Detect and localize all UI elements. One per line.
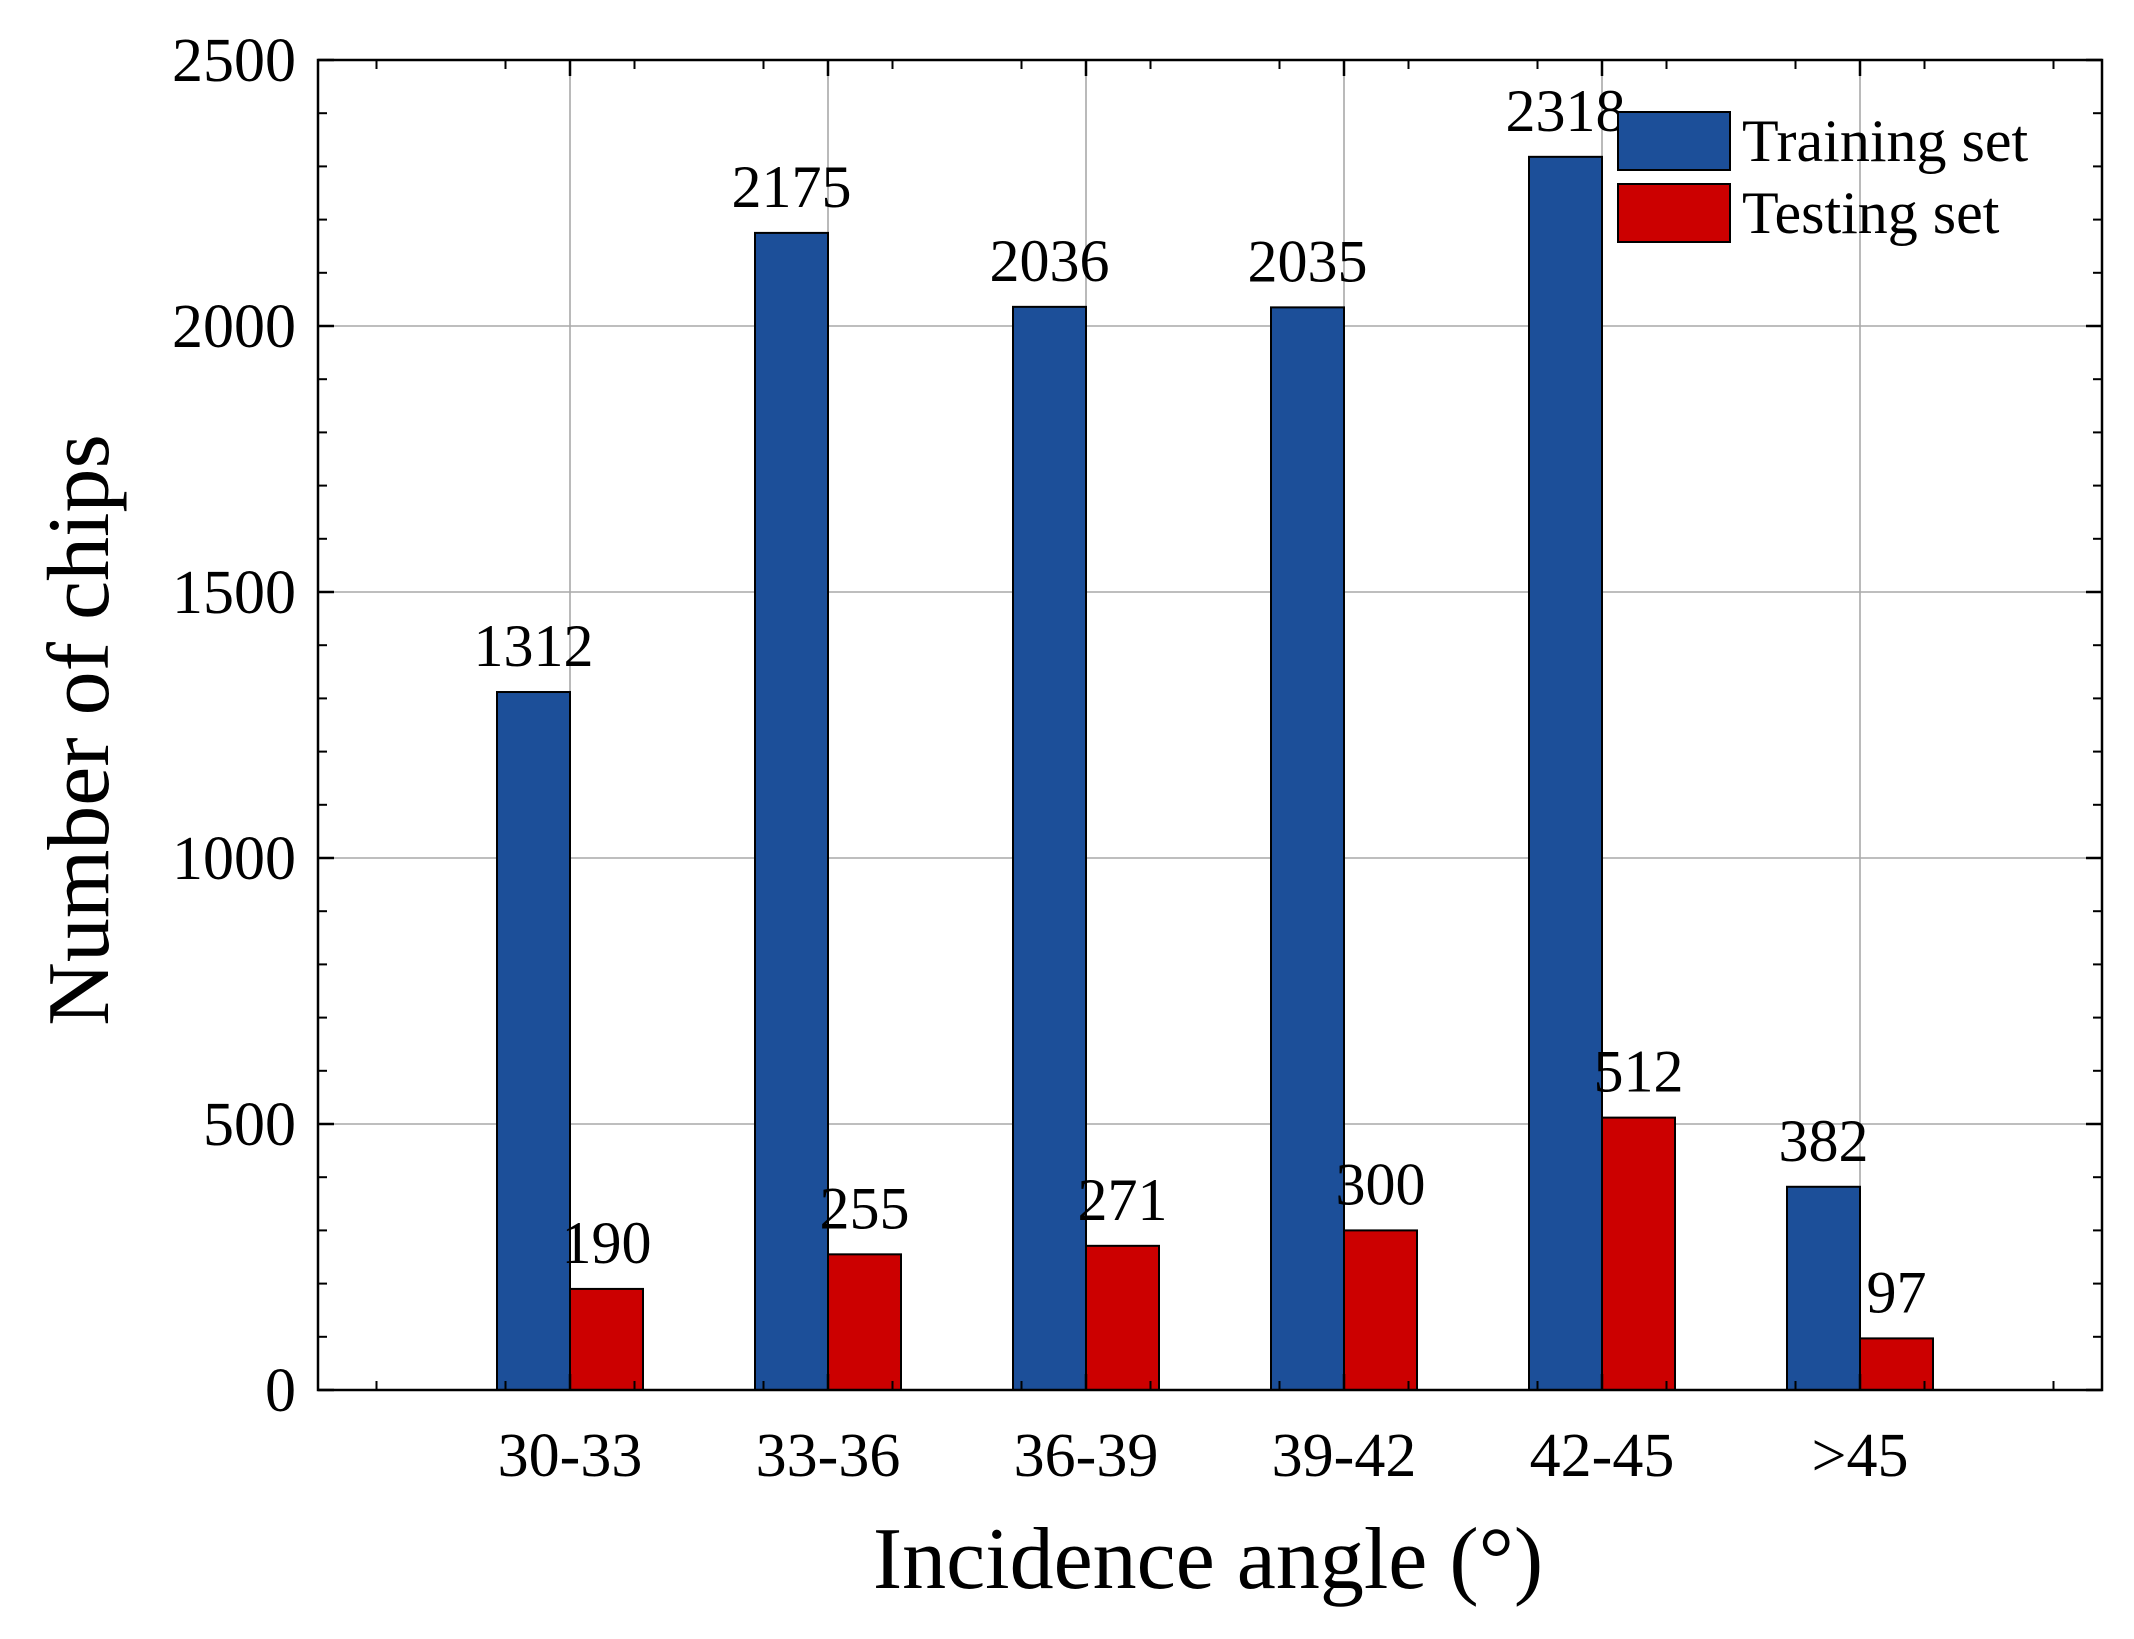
bar-training: [496, 691, 571, 1391]
data-label-training: 2036: [990, 228, 1110, 294]
bar-testing: [1859, 1337, 1934, 1391]
bar-training: [1270, 306, 1345, 1391]
bar-testing: [827, 1253, 902, 1391]
data-label-testing: 97: [1867, 1259, 1927, 1325]
x-tick-label: >45: [1812, 1422, 1909, 1490]
data-label-training: 1312: [474, 613, 594, 679]
bar-testing: [569, 1287, 644, 1392]
data-label-training: 382: [1779, 1108, 1869, 1174]
x-tick-label: 42-45: [1530, 1422, 1675, 1490]
x-tick-label: 33-36: [756, 1422, 901, 1490]
x-tick-label: 39-42: [1272, 1422, 1417, 1490]
legend-label-training: Training set: [1742, 108, 2028, 174]
bar-training: [1786, 1185, 1861, 1391]
legend-swatch-testing: [1617, 183, 1731, 243]
y-tick-label: 2500: [172, 27, 296, 95]
plot-frame: [316, 58, 2104, 1392]
bar-testing: [1085, 1244, 1160, 1391]
y-tick-labels: 0 500 1000 1500 2000 2500: [172, 27, 296, 1425]
legend-label-testing: Testing set: [1742, 180, 2000, 246]
data-label-testing: 190: [562, 1210, 652, 1276]
data-label-testing: 300: [1336, 1151, 1426, 1217]
x-tick-label: 36-39: [1014, 1422, 1159, 1490]
x-axis-title: Incidence angle (°): [873, 1511, 1543, 1608]
y-tick-label: 500: [203, 1091, 296, 1159]
y-tick-label: 1000: [172, 825, 296, 893]
y-tick-label: 1500: [172, 559, 296, 627]
data-labels: 1312 2175 2036 2035 2318 382 190 255 271 300 512 97: [474, 78, 1927, 1326]
data-label-training: 2175: [732, 154, 852, 220]
legend: Training set Testing set: [1617, 108, 2028, 246]
bar-training: [754, 231, 829, 1391]
data-label-testing: 255: [820, 1175, 910, 1241]
bar-testing: [1343, 1229, 1418, 1392]
bar-training: [1012, 305, 1087, 1391]
y-tick-label: 0: [265, 1357, 296, 1425]
bar-testing: [1601, 1116, 1676, 1391]
data-label-testing: 271: [1078, 1167, 1168, 1233]
x-tick-label: 30-33: [498, 1422, 643, 1490]
data-label-testing: 512: [1594, 1039, 1684, 1105]
y-tick-label: 2000: [172, 293, 296, 361]
legend-swatch-training: [1617, 111, 1731, 171]
data-label-training: 2318: [1506, 78, 1626, 144]
data-label-training: 2035: [1248, 228, 1368, 294]
y-axis-title: Number of chips: [31, 434, 128, 1025]
bars: [496, 155, 1934, 1392]
bar-training: [1528, 155, 1603, 1392]
x-tick-labels: 30-33 33-36 36-39 39-42 42-45 >45: [498, 1422, 1909, 1490]
